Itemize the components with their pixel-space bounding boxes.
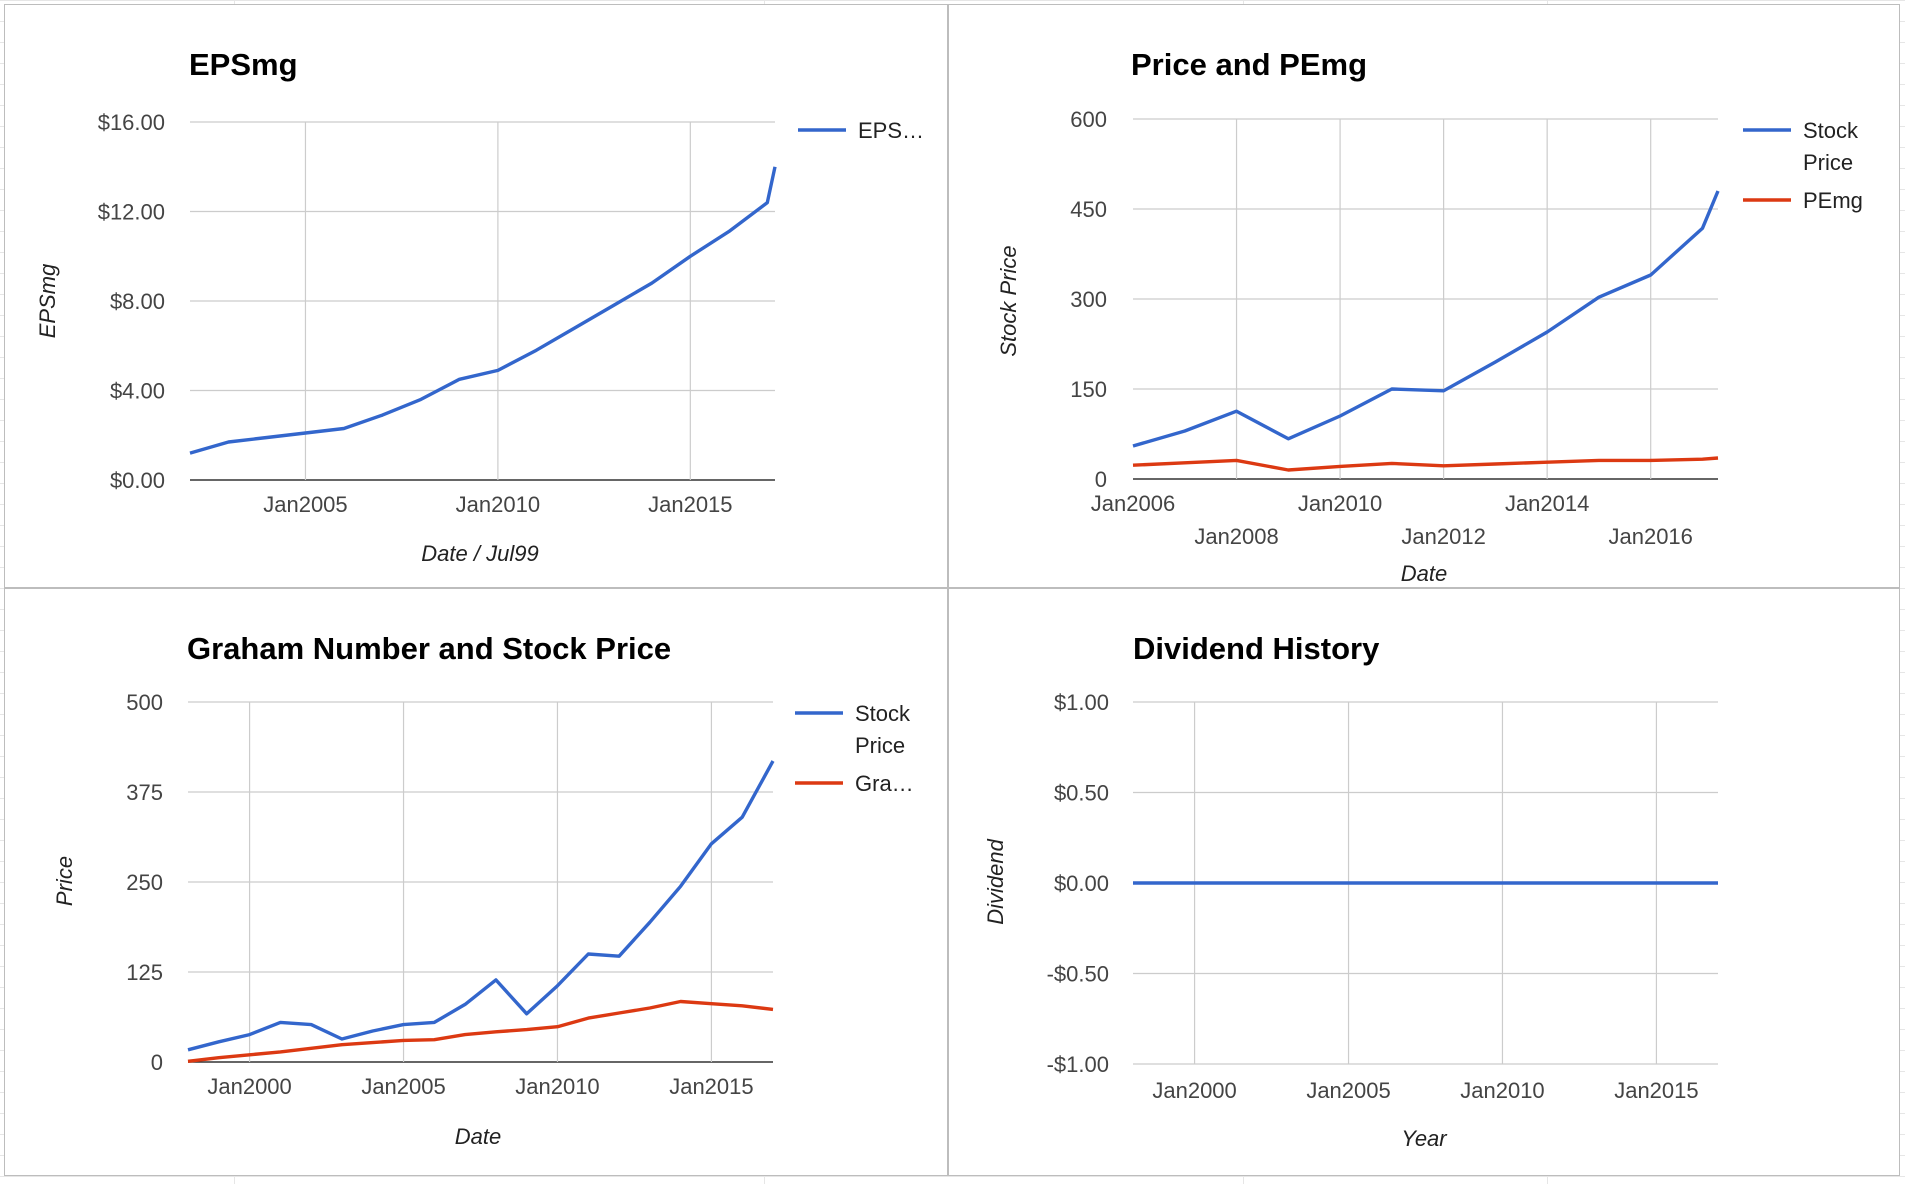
- chart-graham: Graham Number and Stock Price 500 375 250 1…: [52, 631, 914, 1149]
- x-tick-label: Jan2010: [515, 1074, 599, 1099]
- y-tick-label: $0.00: [1054, 871, 1109, 896]
- y-tick-label: 300: [1070, 287, 1107, 312]
- y-tick-label: -$1.00: [1047, 1052, 1109, 1077]
- legend-entry-line: Gra…: [855, 771, 914, 796]
- x-tick-label: Jan2005: [361, 1074, 445, 1099]
- x-tick-label: Jan2000: [207, 1074, 291, 1099]
- legend-entry: PEmg: [1803, 188, 1863, 213]
- legend-entry-line: PEmg: [1803, 188, 1863, 213]
- x-tick-label: Jan2016: [1608, 524, 1692, 549]
- y-axis-label: Stock Price: [996, 245, 1021, 356]
- y-tick-label: $8.00: [110, 289, 165, 314]
- series-line-0: [1132, 190, 1720, 448]
- x-tick-label: Jan2005: [1306, 1078, 1390, 1103]
- x-tick-label: Jan2015: [669, 1074, 753, 1099]
- x-tick-label: Jan2010: [1460, 1078, 1544, 1103]
- legend-entry-line: Price: [1803, 150, 1853, 175]
- y-tick-label: 150: [1070, 377, 1107, 402]
- legend-entry-line: Price: [855, 733, 905, 758]
- legend-entry: Stock Price: [855, 701, 911, 758]
- x-axis-label: Date: [455, 1124, 501, 1149]
- legend-entry-line: Stock: [1803, 118, 1859, 143]
- legend-entry: Gra…: [855, 771, 914, 796]
- y-tick-label: 0: [1095, 467, 1107, 492]
- y-axis-label: Dividend: [983, 838, 1008, 924]
- chart-title: Dividend History: [1133, 631, 1380, 666]
- chart-panel-dividend[interactable]: Dividend History $1.00 $0.50 $0.00 -$0.50 -$…: [948, 588, 1900, 1176]
- x-axis-label: Date: [1401, 561, 1447, 586]
- y-tick-label: -$0.50: [1047, 962, 1109, 987]
- x-tick-label: Jan2014: [1505, 491, 1589, 516]
- chart-epsmg: EPSmg $16.00 $12.00 $8.00 $4.00 $0.00 Jan200…: [35, 47, 924, 566]
- x-tick-label: Jan2015: [1614, 1078, 1698, 1103]
- chart-panel-price-pemg[interactable]: Price and PEmg 600 450 300 150 0 Jan2006 Jan2…: [948, 4, 1900, 588]
- series-line-0: [189, 166, 777, 455]
- y-axis-label: EPSmg: [35, 263, 60, 338]
- y-tick-label: 0: [151, 1050, 163, 1075]
- chart-title: Graham Number and Stock Price: [187, 631, 671, 666]
- y-tick-label: $4.00: [110, 379, 165, 404]
- x-tick-label: Jan2015: [648, 492, 732, 517]
- y-tick-label: $0.50: [1054, 781, 1109, 806]
- y-tick-label: $12.00: [98, 200, 165, 225]
- y-tick-label: $1.00: [1054, 690, 1109, 715]
- legend-entry: Stock Price: [1803, 118, 1859, 175]
- legend-entry-line: EPS…: [858, 118, 924, 143]
- y-tick-label: 600: [1070, 107, 1107, 132]
- x-tick-label: Jan2008: [1194, 524, 1278, 549]
- y-axis-label: Price: [52, 856, 77, 906]
- x-tick-label: Jan2006: [1091, 491, 1175, 516]
- y-tick-label: 450: [1070, 197, 1107, 222]
- y-tick-label: 125: [126, 960, 163, 985]
- series-line-0: [187, 760, 775, 1052]
- x-tick-label: Jan2010: [1298, 491, 1382, 516]
- y-tick-label: $16.00: [98, 110, 165, 135]
- chart-title: EPSmg: [189, 47, 298, 82]
- x-tick-label: Jan2005: [263, 492, 347, 517]
- chart-panel-graham[interactable]: Graham Number and Stock Price 500 375 250 1…: [4, 588, 948, 1176]
- series-line-1: [187, 999, 774, 1063]
- chart-panel-epsmg[interactable]: EPSmg $16.00 $12.00 $8.00 $4.00 $0.00 Jan200…: [4, 4, 948, 588]
- x-axis-label: Year: [1401, 1126, 1448, 1151]
- x-tick-label: Jan2012: [1401, 524, 1485, 549]
- legend-entry-line: Stock: [855, 701, 911, 726]
- x-tick-label: Jan2010: [456, 492, 540, 517]
- chart-dividend: Dividend History $1.00 $0.50 $0.00 -$0.50 -$…: [983, 631, 1718, 1151]
- x-tick-label: Jan2000: [1152, 1078, 1236, 1103]
- x-axis-label: Date / Jul99: [421, 541, 538, 566]
- y-tick-label: 500: [126, 690, 163, 715]
- y-tick-label: $0.00: [110, 468, 165, 493]
- series-line-1: [1132, 456, 1719, 472]
- chart-price-pemg: Price and PEmg 600 450 300 150 0 Jan2006 Jan2…: [996, 47, 1863, 586]
- chart-title: Price and PEmg: [1131, 47, 1367, 82]
- legend-entry: EPS…: [858, 118, 924, 143]
- y-tick-label: 375: [126, 780, 163, 805]
- y-tick-label: 250: [126, 870, 163, 895]
